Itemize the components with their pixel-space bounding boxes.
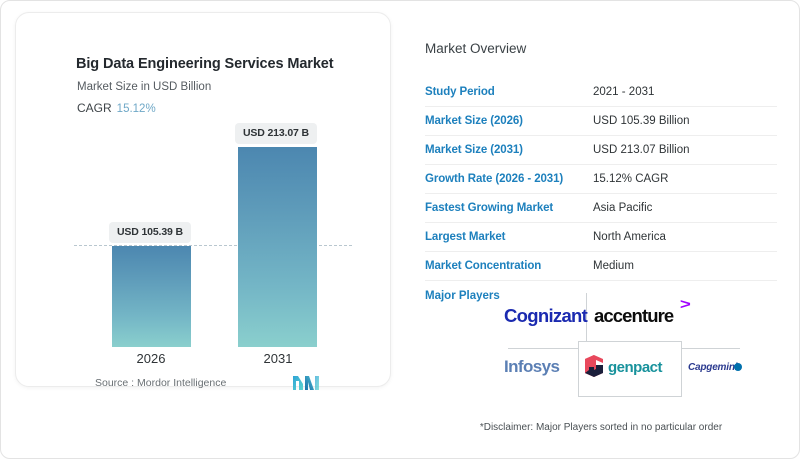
overview-row-growth-rate: Growth Rate (2026 - 2031) 15.12% CAGR bbox=[425, 165, 777, 194]
chart-title: Big Data Engineering Services Market bbox=[76, 56, 334, 72]
row-label: Market Size (2031) bbox=[425, 144, 523, 156]
row-label: Market Size (2026) bbox=[425, 115, 523, 127]
logo-capgemini: Capgemini bbox=[688, 362, 738, 373]
logo-accenture: accenture bbox=[594, 305, 674, 326]
row-label: Growth Rate (2026 - 2031) bbox=[425, 173, 564, 185]
chart-subtitle: Market Size in USD Billion bbox=[77, 81, 212, 93]
cagr-label: CAGR bbox=[77, 101, 112, 115]
row-value: 15.12% CAGR bbox=[593, 173, 669, 185]
mordor-intelligence-logo-icon bbox=[293, 376, 319, 390]
overview-title: Market Overview bbox=[425, 41, 527, 56]
bar-value-label-2026: USD 105.39 B bbox=[109, 222, 191, 243]
market-overview-panel: Market Overview Study Period 2021 - 2031… bbox=[425, 41, 777, 311]
overview-row-market-concentration: Market Concentration Medium bbox=[425, 252, 777, 281]
capgemini-dot-icon bbox=[734, 363, 742, 371]
row-label: Major Players bbox=[425, 290, 500, 302]
cagr-row: CAGR 15.12% bbox=[77, 101, 156, 115]
row-value: Medium bbox=[593, 260, 634, 272]
bar-chart-plot: USD 105.39 B USD 213.07 B 2026 2031 bbox=[16, 13, 392, 388]
overview-row-market-size-2031: Market Size (2031) USD 213.07 Billion bbox=[425, 136, 777, 165]
row-label: Fastest Growing Market bbox=[425, 202, 554, 214]
bar-2031[interactable] bbox=[238, 147, 317, 347]
market-size-chart-card: Big Data Engineering Services Market Mar… bbox=[15, 12, 392, 390]
row-value: USD 213.07 Billion bbox=[593, 144, 690, 156]
row-value: Asia Pacific bbox=[593, 202, 653, 214]
bar-value-label-2031: USD 213.07 B bbox=[235, 123, 317, 144]
overview-row-largest-market: Largest Market North America bbox=[425, 223, 777, 252]
overview-row-fastest-growing-market: Fastest Growing Market Asia Pacific bbox=[425, 194, 777, 223]
major-players-logo-grid: Cognizant accenture > Infosys genpact Ca… bbox=[498, 293, 750, 397]
x-axis-tick-2031: 2031 bbox=[263, 351, 293, 366]
x-axis-tick-2026: 2026 bbox=[136, 351, 166, 366]
logo-cognizant: Cognizant bbox=[504, 305, 588, 326]
row-value: North America bbox=[593, 231, 666, 243]
row-label: Study Period bbox=[425, 86, 495, 98]
bar-2026[interactable] bbox=[112, 246, 191, 347]
row-value: 2021 - 2031 bbox=[593, 86, 655, 98]
gridline-105 bbox=[74, 245, 352, 246]
logo-genpact: genpact bbox=[608, 359, 663, 376]
grid-divider-vertical bbox=[586, 293, 587, 345]
row-label: Market Concentration bbox=[425, 260, 542, 272]
row-value: USD 105.39 Billion bbox=[593, 115, 690, 127]
overview-row-study-period: Study Period 2021 - 2031 bbox=[425, 78, 777, 107]
row-label: Largest Market bbox=[425, 231, 506, 243]
source-text: Source : Mordor Intelligence bbox=[95, 377, 227, 389]
disclaimer-text: *Disclaimer: Major Players sorted in no … bbox=[479, 422, 723, 433]
logo-infosys: Infosys bbox=[504, 357, 560, 376]
overview-row-major-players: Major Players bbox=[425, 281, 777, 311]
overview-row-market-size-2026: Market Size (2026) USD 105.39 Billion bbox=[425, 107, 777, 136]
genpact-cube-icon bbox=[585, 355, 603, 377]
accenture-caret-icon: > bbox=[679, 296, 691, 313]
cagr-value: 15.12% bbox=[116, 103, 156, 115]
